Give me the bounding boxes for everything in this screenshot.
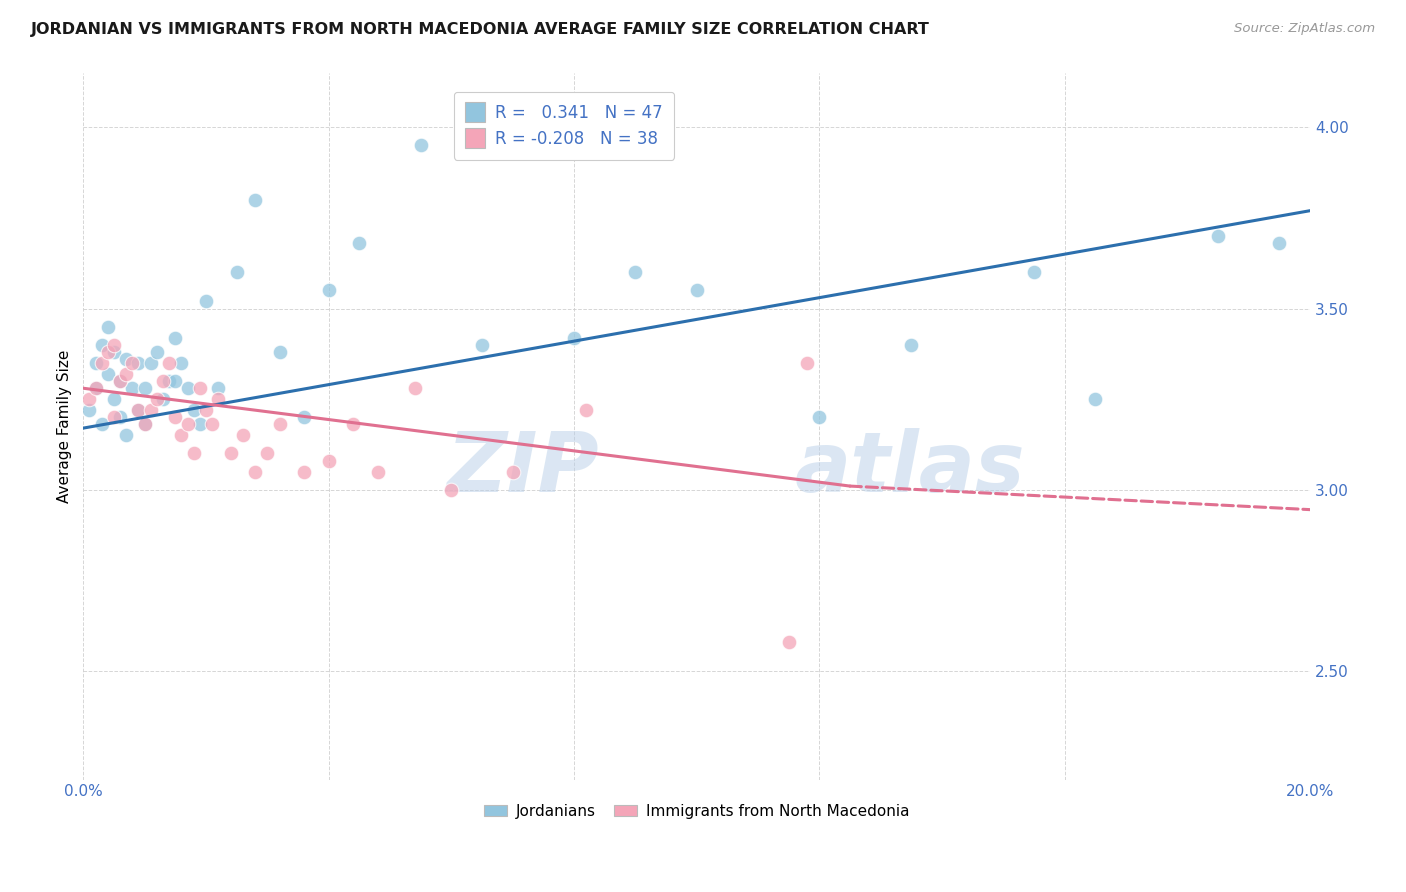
Point (90, 338, 112, 352)
Point (97, 345, 120, 359)
Point (115, 352, 138, 367)
Point (207, 392, 229, 406)
Point (778, 635, 800, 649)
Point (176, 381, 198, 395)
Point (139, 403, 162, 417)
Y-axis label: Average Family Size: Average Family Size (58, 350, 72, 503)
Point (188, 381, 211, 395)
Point (165, 410, 187, 425)
Point (188, 417, 211, 432)
Point (79, 403, 101, 417)
Point (165, 374, 187, 388)
Text: ZIP: ZIP (446, 428, 599, 509)
Point (108, 374, 131, 388)
Point (575, 403, 598, 417)
Point (165, 330, 187, 344)
Point (115, 367, 138, 381)
Point (409, 138, 432, 153)
Point (292, 465, 315, 479)
Point (103, 392, 125, 406)
Point (349, 236, 371, 251)
Point (115, 428, 138, 442)
Text: JORDANIAN VS IMMIGRANTS FROM NORTH MACEDONIA AVERAGE FAMILY SIZE CORRELATION CHA: JORDANIAN VS IMMIGRANTS FROM NORTH MACED… (31, 22, 929, 37)
Point (1084, 392, 1107, 406)
Point (256, 446, 278, 460)
Point (103, 338, 125, 352)
Point (900, 338, 922, 352)
Point (219, 446, 242, 460)
Point (1206, 229, 1229, 244)
Point (502, 465, 524, 479)
Text: atlas: atlas (794, 428, 1025, 509)
Point (194, 403, 217, 417)
Point (318, 284, 340, 298)
Point (318, 454, 340, 468)
Point (243, 193, 266, 207)
Point (79, 392, 101, 406)
Point (152, 392, 174, 406)
Point (128, 403, 150, 417)
Point (90, 417, 112, 432)
Point (157, 356, 180, 370)
Text: Source: ZipAtlas.com: Source: ZipAtlas.com (1234, 22, 1375, 36)
Point (440, 483, 463, 497)
Point (194, 294, 217, 309)
Point (183, 403, 205, 417)
Point (84, 381, 107, 395)
Point (269, 345, 291, 359)
Point (686, 284, 709, 298)
Point (90, 356, 112, 370)
Point (1022, 265, 1045, 279)
Point (146, 345, 169, 359)
Point (121, 381, 143, 395)
Point (404, 381, 426, 395)
Point (796, 356, 818, 370)
Point (562, 330, 585, 344)
Point (139, 356, 162, 370)
Point (207, 381, 229, 395)
Point (176, 417, 198, 432)
Legend: Jordanians, Immigrants from North Macedonia: Jordanians, Immigrants from North Macedo… (478, 797, 915, 825)
Point (157, 374, 180, 388)
Point (121, 356, 143, 370)
Point (97, 367, 120, 381)
Point (471, 338, 494, 352)
Point (201, 417, 224, 432)
Point (108, 374, 131, 388)
Point (146, 392, 169, 406)
Point (103, 345, 125, 359)
Point (342, 417, 364, 432)
Point (170, 428, 193, 442)
Point (134, 381, 156, 395)
Point (170, 356, 193, 370)
Point (97, 319, 120, 334)
Point (84, 381, 107, 395)
Point (134, 417, 156, 432)
Point (103, 410, 125, 425)
Point (128, 356, 150, 370)
Point (128, 403, 150, 417)
Point (232, 428, 254, 442)
Point (1268, 236, 1291, 251)
Point (624, 265, 647, 279)
Point (152, 374, 174, 388)
Point (134, 417, 156, 432)
Point (367, 465, 389, 479)
Point (225, 265, 247, 279)
Point (183, 446, 205, 460)
Point (292, 410, 315, 425)
Point (108, 410, 131, 425)
Point (84, 356, 107, 370)
Point (243, 465, 266, 479)
Point (269, 417, 291, 432)
Point (808, 410, 831, 425)
